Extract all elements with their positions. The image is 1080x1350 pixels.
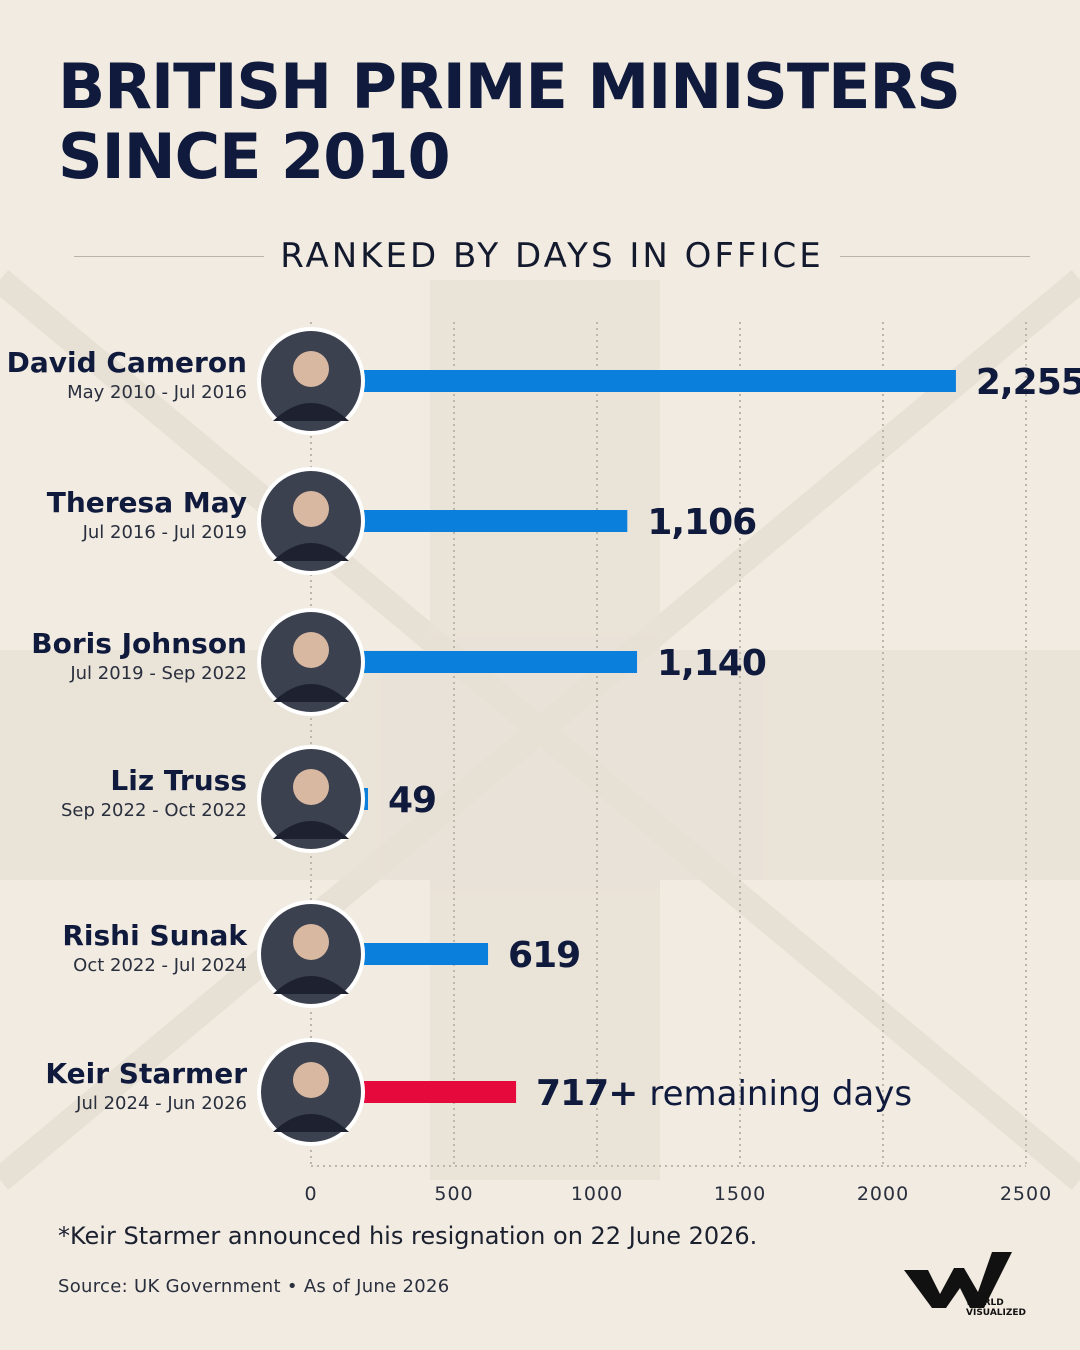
pm-name: Keir Starmer [45, 1057, 247, 1090]
portrait-suit-icon [273, 976, 349, 994]
pm-term: Jul 2016 - Jul 2019 [82, 522, 247, 543]
value-label: 619 [508, 935, 580, 976]
logo-text-line-1: WORLD [966, 1298, 1004, 1308]
subtitle-divider-left [74, 256, 264, 257]
x-tick-label: 2000 [857, 1183, 909, 1205]
value-label: 2,255 [976, 362, 1080, 403]
portrait-suit-icon [273, 821, 349, 839]
title-line-2: SINCE 2010 [58, 120, 451, 193]
pm-term: Oct 2022 - Jul 2024 [73, 955, 247, 976]
portrait-face-icon [293, 1062, 329, 1098]
bar [364, 788, 368, 810]
bar [364, 943, 489, 965]
logo-text-line-2: VISUALIZED [966, 1308, 1027, 1318]
footnote: *Keir Starmer announced his resignation … [58, 1222, 758, 1250]
source-note: Source: UK Government • As of June 2026 [58, 1276, 450, 1297]
bar [364, 370, 956, 392]
portrait-suit-icon [273, 1114, 349, 1132]
world-visualized-logo-icon [904, 1252, 1012, 1308]
portrait-suit-icon [273, 403, 349, 421]
portrait-face-icon [293, 351, 329, 387]
bar [364, 510, 628, 532]
chart-subtitle: RANKED BY DAYS IN OFFICE [74, 236, 1030, 276]
pm-name: David Cameron [7, 346, 247, 379]
portrait-face-icon [293, 924, 329, 960]
pm-term: May 2010 - Jul 2016 [67, 382, 247, 403]
subtitle-divider-right [840, 256, 1030, 257]
portrait-face-icon [293, 491, 329, 527]
pm-name: Theresa May [47, 486, 247, 519]
value-label: 1,106 [647, 502, 756, 543]
x-tick-label: 1000 [571, 1183, 623, 1205]
portrait-suit-icon [273, 543, 349, 561]
portrait-face-icon [293, 632, 329, 668]
pm-name: Rishi Sunak [62, 919, 248, 952]
portrait-face-icon [293, 769, 329, 805]
title-line-1: BRITISH PRIME MINISTERS [58, 50, 961, 123]
subtitle-row: RANKED BY DAYS IN OFFICE [74, 234, 1030, 278]
x-tick-label: 500 [434, 1183, 473, 1205]
pm-name: Boris Johnson [31, 627, 247, 660]
pm-name: Liz Truss [110, 764, 247, 797]
logo-text: WORLD VISUALIZED [966, 1298, 1026, 1318]
x-tick-label: 1500 [714, 1183, 766, 1205]
subtitle-text: RANKED BY DAYS IN OFFICE [268, 236, 836, 276]
pm-term: Jul 2019 - Sep 2022 [69, 663, 247, 684]
bar [364, 651, 638, 673]
value-label: 49 [388, 780, 436, 821]
value-label: 1,140 [657, 643, 766, 684]
x-tick-label: 0 [304, 1183, 317, 1205]
x-tick-label: 2500 [1000, 1183, 1052, 1205]
value-note: remaining days [649, 1074, 912, 1114]
bar [364, 1081, 517, 1103]
value-label: 717+ [536, 1073, 637, 1114]
portrait-suit-icon [273, 684, 349, 702]
page-title: BRITISH PRIME MINISTERS SINCE 2010 [58, 50, 961, 193]
pm-term: Jul 2024 - Jun 2026 [75, 1093, 247, 1114]
pm-term: Sep 2022 - Oct 2022 [61, 800, 247, 821]
